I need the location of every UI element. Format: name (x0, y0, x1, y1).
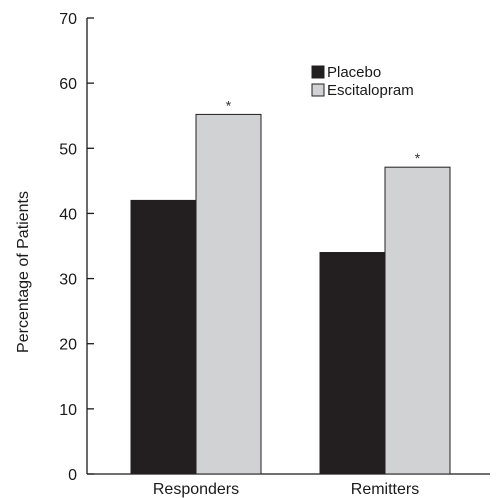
y-axis-label: Percentage of Patients (15, 191, 32, 353)
legend-label-escitalopram: Escitalopram (327, 82, 414, 99)
y-tick-label: 50 (59, 141, 77, 158)
y-tick-label: 0 (68, 467, 77, 484)
bar-escitalopram-responders (195, 113, 262, 475)
y-tick-label: 70 (59, 11, 77, 28)
y-tick-label: 20 (59, 337, 77, 354)
y-axis: 0 10 20 30 40 50 60 70 (59, 11, 94, 484)
legend-swatch-placebo (311, 65, 325, 79)
y-tick-label: 10 (59, 402, 77, 419)
significance-marker: * (415, 150, 421, 166)
significance-marker: * (226, 97, 232, 113)
x-tick-label: Remitters (351, 481, 419, 498)
y-tick-label: 40 (59, 206, 77, 223)
bars (130, 113, 451, 475)
legend-label-placebo: Placebo (327, 64, 381, 81)
bar-placebo-remitters (319, 252, 386, 475)
x-axis: Responders Remitters (87, 473, 490, 498)
legend-swatch-escitalopram (311, 83, 325, 97)
y-tick-label: 60 (59, 76, 77, 93)
annotations: ** (226, 97, 421, 166)
bar-escitalopram-remitters (384, 166, 451, 475)
bar-placebo-responders (130, 199, 197, 475)
x-tick-label: Responders (153, 481, 239, 498)
y-tick-label: 30 (59, 272, 77, 289)
